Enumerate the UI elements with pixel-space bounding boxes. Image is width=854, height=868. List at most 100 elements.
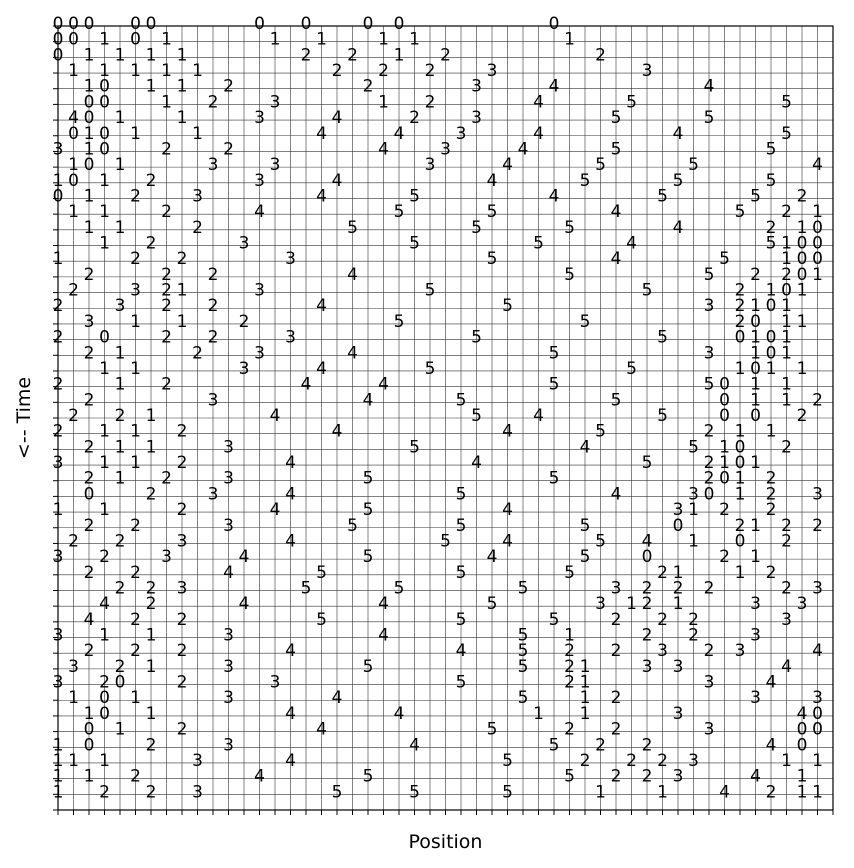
cell-value-label: 3	[270, 673, 281, 693]
cell-value-label: 0	[812, 218, 823, 238]
cell-value-label: 2	[611, 610, 622, 630]
cell-value-label: 4	[611, 249, 622, 269]
cell-value-label: 1	[781, 390, 792, 410]
cell-value-label: 0	[99, 124, 110, 144]
cell-value-label: 3	[84, 312, 95, 332]
cell-value-label: 2	[115, 531, 126, 551]
cell-value-label: 3	[642, 657, 653, 677]
cell-value-label: 1	[316, 30, 327, 50]
cell-value-label: 3	[704, 673, 715, 693]
cell-value-label: 5	[766, 234, 777, 254]
cell-value-label: 3	[471, 77, 482, 97]
cell-value-label: 2	[580, 751, 591, 771]
cell-value-label: 5	[456, 484, 467, 504]
cell-value-label: 3	[208, 390, 219, 410]
cell-value-label: 3	[812, 484, 823, 504]
cell-value-label: 5	[518, 641, 529, 661]
cell-value-label: 5	[409, 186, 420, 206]
cell-value-label: 5	[580, 171, 591, 191]
cell-value-label: 4	[533, 406, 544, 426]
cell-value-label: 0	[84, 14, 95, 34]
cell-value-label: 4	[719, 782, 730, 802]
cell-value-label: 2	[161, 328, 172, 348]
cell-value-label: 5	[363, 500, 374, 520]
cell-value-label: 1	[735, 484, 746, 504]
cell-value-label: 4	[673, 124, 684, 144]
cell-value-label: 0	[766, 328, 777, 348]
cell-value-label: 2	[84, 469, 95, 489]
cell-value-label: 5	[549, 610, 560, 630]
cell-value-label: 5	[347, 218, 358, 238]
grid-lines	[57, 25, 834, 811]
cell-value-label: 5	[440, 531, 451, 551]
cell-value-label: 1	[68, 688, 79, 708]
cell-value-label: 4	[254, 202, 265, 222]
cell-value-label: 1	[161, 61, 172, 81]
cell-value-label: 1	[115, 155, 126, 175]
cell-value-label: 1	[192, 124, 203, 144]
cell-value-label: 0	[766, 296, 777, 316]
cell-value-label: 1	[781, 328, 792, 348]
cell-value-label: 0	[99, 704, 110, 724]
cell-value-label: 4	[285, 453, 296, 473]
cell-value-label: 1	[797, 767, 808, 787]
cell-value-label: 2	[704, 453, 715, 473]
cell-value-label: 2	[409, 108, 420, 128]
cell-value-label: 2	[84, 437, 95, 457]
cell-value-label: 1	[781, 234, 792, 254]
cell-value-label: 3	[115, 296, 126, 316]
cell-value-label: 4	[332, 422, 343, 442]
cell-value-label: 2	[239, 312, 250, 332]
cell-value-label: 5	[642, 281, 653, 301]
cell-value-label: 2	[177, 249, 188, 269]
cell-value-label: 1	[409, 30, 420, 50]
cell-value-label: 3	[270, 155, 281, 175]
cell-value-label: 5	[363, 547, 374, 567]
cell-value-label: 0	[735, 437, 746, 457]
cell-value-label: 1	[115, 343, 126, 363]
cell-value-label: 2	[208, 328, 219, 348]
cell-value-label: 1	[99, 234, 110, 254]
cell-value-label: 5	[487, 249, 498, 269]
cell-value-label: 2	[146, 735, 157, 755]
cell-value-label: 1	[797, 281, 808, 301]
cell-value-label: 0	[68, 30, 79, 50]
cell-value-label: 0	[130, 14, 141, 34]
cell-value-label: 4	[332, 108, 343, 128]
cell-value-label: 1	[161, 30, 172, 50]
cell-value-label: 3	[223, 657, 234, 677]
cell-value-label: 0	[53, 14, 64, 34]
cell-value-label: 5	[642, 453, 653, 473]
cell-value-label: 1	[781, 343, 792, 363]
cell-value-label: 5	[719, 249, 730, 269]
cell-value-label: 0	[673, 516, 684, 536]
cell-value-label: 2	[146, 484, 157, 504]
cell-value-label: 4	[316, 296, 327, 316]
cell-value-label: 5	[766, 139, 777, 159]
cell-value-label: 2	[68, 281, 79, 301]
cell-value-label: 0	[99, 688, 110, 708]
cell-value-label: 1	[99, 751, 110, 771]
cell-value-label: 4	[254, 767, 265, 787]
cell-value-label: 4	[533, 124, 544, 144]
cell-value-label: 2	[440, 45, 451, 65]
cell-value-label: 2	[161, 281, 172, 301]
cell-value-label: 1	[533, 704, 544, 724]
cell-value-label: 1	[130, 312, 141, 332]
cell-value-label: 2	[130, 249, 141, 269]
cell-value-label: 1	[99, 171, 110, 191]
cell-value-label: 0	[812, 720, 823, 740]
cell-value-label: 4	[394, 124, 405, 144]
cell-value-label: 1	[99, 30, 110, 50]
cell-value-label: 0	[719, 390, 730, 410]
cell-value-label: 1	[99, 626, 110, 646]
cell-value-label: 3	[285, 328, 296, 348]
cell-value-label: 3	[208, 155, 219, 175]
cell-value-label: 1	[177, 281, 188, 301]
cell-value-label: 1	[99, 202, 110, 222]
cell-value-label: 3	[735, 641, 746, 661]
cell-value-label: 3	[192, 186, 203, 206]
cell-value-label: 0	[84, 108, 95, 128]
cell-value-label: 5	[518, 578, 529, 598]
cell-value-label: 1	[781, 751, 792, 771]
